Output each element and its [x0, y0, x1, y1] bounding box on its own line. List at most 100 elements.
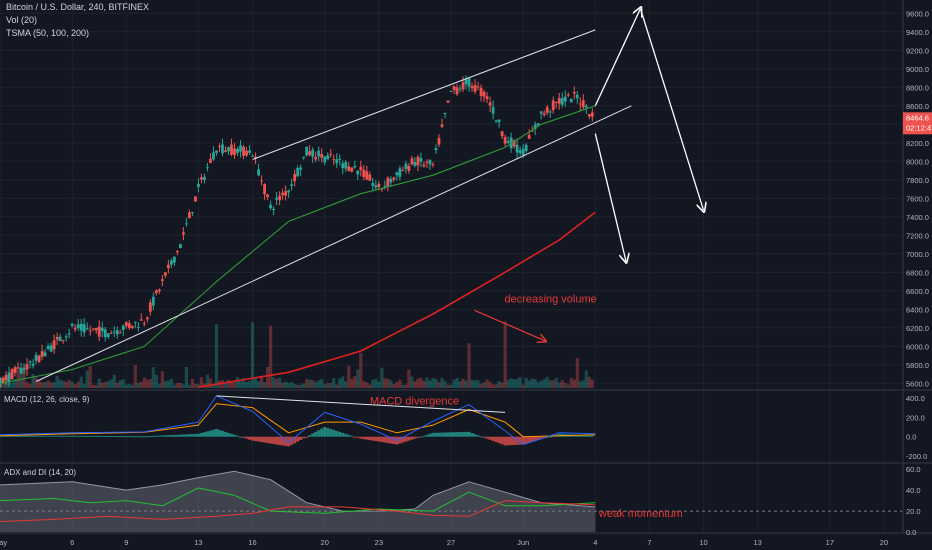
channel-upper-line: [252, 29, 596, 160]
macd-histogram-bar: [266, 436, 270, 444]
volume-bar: [253, 377, 258, 388]
volume-bar: [22, 366, 26, 388]
volume-bar: [235, 377, 240, 388]
candle-body: [130, 325, 134, 328]
volume-bar: [470, 379, 474, 388]
volume-bar: [398, 379, 402, 388]
candle-body: [317, 150, 321, 157]
volume-bar: [455, 378, 459, 388]
candle-body: [139, 319, 143, 321]
price-tick-label: 5600.0: [906, 379, 929, 388]
macd-histogram-bar: [533, 436, 537, 441]
time-tick-label: 16: [248, 538, 256, 547]
volume-bar: [491, 384, 495, 388]
volume-bar: [428, 380, 432, 388]
volume-bar: [425, 377, 429, 388]
price-tick-label: 5800.0: [906, 361, 929, 370]
candle-body: [512, 140, 516, 147]
price-tick-label: 8000.0: [906, 157, 929, 166]
macd-histogram-bar: [82, 435, 86, 437]
di-plus-line: [0, 487, 596, 514]
volume-bar: [389, 380, 393, 388]
macd-histogram-bar: [269, 436, 273, 444]
volume-bar: [184, 366, 189, 388]
price-tick-label: 7200.0: [906, 231, 929, 240]
candle-body: [67, 333, 71, 335]
volume-bar: [46, 380, 50, 388]
candle-body: [548, 111, 552, 113]
macd-histogram-bar: [251, 436, 255, 441]
candle-body: [533, 124, 537, 130]
macd-histogram-bar: [416, 436, 420, 438]
candle-body: [350, 167, 354, 172]
macd-histogram-bar: [157, 435, 161, 437]
candle-body: [160, 279, 164, 281]
volume-bar: [31, 374, 35, 388]
candle-body: [299, 167, 303, 170]
macd-histogram-bar: [109, 436, 113, 438]
volume-bar: [566, 384, 570, 388]
macd-histogram-bar: [299, 436, 303, 440]
volume-bar: [347, 365, 351, 388]
adx-tick-label: 40.0: [906, 486, 921, 495]
candle-body: [296, 167, 300, 177]
macd-histogram-bar: [184, 434, 188, 437]
macd-histogram-bar: [467, 431, 471, 437]
volume-bar: [70, 381, 74, 388]
macd-histogram-bar: [43, 435, 47, 437]
time-tick-label: 9: [124, 538, 128, 547]
volume-bar: [476, 380, 480, 388]
macd-histogram-bar: [479, 436, 483, 438]
volume-bar: [211, 384, 216, 388]
macd-tick-label: -200.0: [906, 452, 927, 461]
candle-body: [157, 289, 161, 292]
time-tick-label: 4: [593, 538, 597, 547]
macd-histogram-bar: [118, 436, 122, 438]
macd-histogram-bar: [58, 435, 62, 437]
volume-bar: [416, 378, 420, 388]
adx-area: [0, 471, 596, 532]
volume-bar: [269, 325, 273, 388]
macd-histogram-bar: [121, 436, 125, 438]
volume-bar: [256, 381, 261, 388]
candle-body: [0, 377, 2, 387]
volume-bar: [437, 382, 441, 388]
candle-body: [275, 197, 279, 200]
macd-histogram-bar: [293, 436, 297, 444]
candle-body: [476, 86, 480, 88]
candle-body: [10, 369, 14, 380]
candle-body: [13, 367, 17, 373]
volume-bar: [329, 383, 333, 388]
macd-tick-label: 0.0: [906, 433, 916, 442]
candle-body: [25, 364, 29, 370]
macd-histogram-bar: [40, 435, 44, 437]
candle-body: [169, 260, 173, 265]
candle-body: [449, 90, 453, 92]
adx-pane-label: ADX and DI (14, 20): [4, 468, 77, 477]
candle-body: [551, 100, 555, 111]
candle-body: [308, 151, 312, 156]
candle-body: [428, 159, 432, 165]
volume-bar: [175, 383, 179, 388]
macd-histogram-bar: [374, 436, 378, 442]
candle-body: [473, 84, 477, 92]
volume-bar: [142, 377, 146, 388]
volume-bar: [290, 382, 294, 388]
volume-bar: [281, 382, 285, 388]
chart-title: Bitcoin / U.S. Dollar, 240, BITFINEX: [6, 2, 150, 12]
macd-histogram-bar: [503, 436, 507, 446]
volume-bar: [434, 379, 438, 388]
candle-body: [22, 368, 26, 370]
macd-histogram-bar: [248, 436, 252, 440]
candle-body: [254, 156, 257, 159]
volume-bar: [335, 384, 339, 388]
volume-bar: [88, 365, 92, 388]
volume-bar: [296, 384, 300, 388]
macd-histogram-bar: [320, 428, 324, 437]
candle-body: [470, 86, 474, 89]
volume-bar: [166, 380, 170, 388]
macd-histogram-bar: [344, 433, 348, 437]
candle-body: [145, 317, 149, 320]
macd-histogram-bar: [428, 433, 432, 437]
